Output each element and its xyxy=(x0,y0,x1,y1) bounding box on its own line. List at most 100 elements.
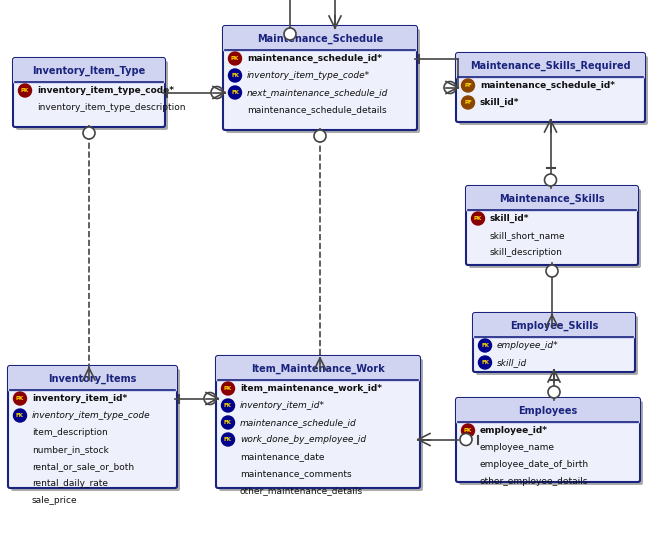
FancyBboxPatch shape xyxy=(8,366,177,488)
Text: Maintenance_Schedule: Maintenance_Schedule xyxy=(257,34,383,44)
Text: FK: FK xyxy=(231,90,239,95)
Text: FK: FK xyxy=(481,343,489,348)
Text: work_done_by_employee_id: work_done_by_employee_id xyxy=(240,435,366,444)
Circle shape xyxy=(471,212,484,225)
Text: maintenance_schedule_id*: maintenance_schedule_id* xyxy=(247,54,382,63)
Text: FK: FK xyxy=(481,360,489,365)
FancyBboxPatch shape xyxy=(466,186,638,265)
FancyBboxPatch shape xyxy=(223,26,417,52)
Text: Employee_Skills: Employee_Skills xyxy=(510,321,598,331)
Text: FK: FK xyxy=(231,73,239,78)
Text: Maintenance_Skills: Maintenance_Skills xyxy=(499,194,605,204)
Text: PK: PK xyxy=(16,396,24,401)
Text: next_maintenance_schedule_id: next_maintenance_schedule_id xyxy=(247,88,388,97)
FancyBboxPatch shape xyxy=(459,401,643,485)
Text: Inventory_Item_Type: Inventory_Item_Type xyxy=(32,66,146,76)
Circle shape xyxy=(548,386,560,398)
Text: skill_short_name: skill_short_name xyxy=(490,231,566,240)
Text: inventory_item_type_code: inventory_item_type_code xyxy=(32,411,150,420)
Text: PF: PF xyxy=(464,100,472,105)
Circle shape xyxy=(228,52,242,65)
FancyBboxPatch shape xyxy=(219,359,423,491)
Text: employee_id*: employee_id* xyxy=(480,426,548,435)
Circle shape xyxy=(204,392,216,404)
Text: PK: PK xyxy=(231,56,239,61)
Text: other_maintenance_details: other_maintenance_details xyxy=(240,486,363,495)
Circle shape xyxy=(544,174,556,186)
Text: other_employee_details: other_employee_details xyxy=(480,477,589,486)
Circle shape xyxy=(228,69,242,82)
FancyBboxPatch shape xyxy=(216,356,420,382)
Circle shape xyxy=(18,84,32,97)
FancyBboxPatch shape xyxy=(473,313,635,339)
Circle shape xyxy=(284,28,296,40)
Text: FK: FK xyxy=(224,437,232,442)
Text: Inventory_Items: Inventory_Items xyxy=(48,374,137,384)
Text: PK: PK xyxy=(224,386,232,391)
Circle shape xyxy=(222,382,234,395)
FancyBboxPatch shape xyxy=(8,366,177,392)
Circle shape xyxy=(461,96,475,109)
Text: inventory_item_type_code*: inventory_item_type_code* xyxy=(247,71,370,80)
FancyBboxPatch shape xyxy=(456,398,640,424)
FancyBboxPatch shape xyxy=(216,356,420,488)
Text: FK: FK xyxy=(16,413,24,418)
FancyBboxPatch shape xyxy=(11,369,180,491)
Circle shape xyxy=(13,409,26,422)
FancyBboxPatch shape xyxy=(466,186,638,212)
FancyBboxPatch shape xyxy=(459,56,648,125)
Text: rental_or_sale_or_both: rental_or_sale_or_both xyxy=(32,462,134,471)
FancyBboxPatch shape xyxy=(223,26,417,130)
FancyBboxPatch shape xyxy=(473,313,635,372)
FancyBboxPatch shape xyxy=(456,53,645,79)
Text: rental_daily_rate: rental_daily_rate xyxy=(32,479,108,488)
Text: maintenance_comments: maintenance_comments xyxy=(240,469,352,478)
Text: maintenance_date: maintenance_date xyxy=(240,452,325,461)
Text: employee_name: employee_name xyxy=(480,443,555,452)
FancyBboxPatch shape xyxy=(13,58,165,84)
Text: maintenance_schedule_id*: maintenance_schedule_id* xyxy=(480,81,615,90)
FancyBboxPatch shape xyxy=(16,61,168,130)
Text: Employees: Employees xyxy=(518,406,578,416)
Text: PF: PF xyxy=(464,83,472,88)
Circle shape xyxy=(461,79,475,92)
Text: Maintenance_Skills_Required: Maintenance_Skills_Required xyxy=(470,61,631,71)
Text: PK: PK xyxy=(464,428,472,433)
Text: inventory_item_id*: inventory_item_id* xyxy=(240,401,325,410)
Text: number_in_stock: number_in_stock xyxy=(32,445,109,454)
FancyBboxPatch shape xyxy=(456,398,640,482)
Text: FK: FK xyxy=(224,420,232,425)
Circle shape xyxy=(222,416,234,429)
Text: Item_Maintenance_Work: Item_Maintenance_Work xyxy=(251,364,385,374)
Circle shape xyxy=(222,433,234,446)
Text: inventory_item_type_description: inventory_item_type_description xyxy=(37,103,185,112)
Text: skill_id: skill_id xyxy=(497,358,527,367)
Text: item_description: item_description xyxy=(32,428,108,437)
Circle shape xyxy=(461,424,475,437)
Circle shape xyxy=(460,433,472,445)
Circle shape xyxy=(222,399,234,412)
Text: skill_id*: skill_id* xyxy=(480,98,519,107)
Circle shape xyxy=(13,392,26,405)
Text: inventory_item_id*: inventory_item_id* xyxy=(32,394,127,403)
FancyBboxPatch shape xyxy=(456,53,645,122)
Text: employee_id*: employee_id* xyxy=(497,341,558,350)
Circle shape xyxy=(314,130,326,142)
Text: sale_price: sale_price xyxy=(32,496,78,505)
Text: inventory_item_type_code*: inventory_item_type_code* xyxy=(37,86,174,95)
Text: item_maintenance_work_id*: item_maintenance_work_id* xyxy=(240,384,382,393)
Text: PK: PK xyxy=(21,88,29,93)
FancyBboxPatch shape xyxy=(476,316,638,375)
Text: employee_date_of_birth: employee_date_of_birth xyxy=(480,460,589,469)
Text: FK: FK xyxy=(224,403,232,408)
Circle shape xyxy=(546,265,558,277)
FancyBboxPatch shape xyxy=(226,29,420,133)
Text: maintenance_schedule_id: maintenance_schedule_id xyxy=(240,418,357,427)
Text: PK: PK xyxy=(474,216,482,221)
FancyBboxPatch shape xyxy=(13,58,165,127)
Text: skill_description: skill_description xyxy=(490,248,563,257)
Circle shape xyxy=(478,356,492,369)
Circle shape xyxy=(228,86,242,99)
Circle shape xyxy=(83,127,95,139)
Text: maintenance_schedule_details: maintenance_schedule_details xyxy=(247,105,387,114)
